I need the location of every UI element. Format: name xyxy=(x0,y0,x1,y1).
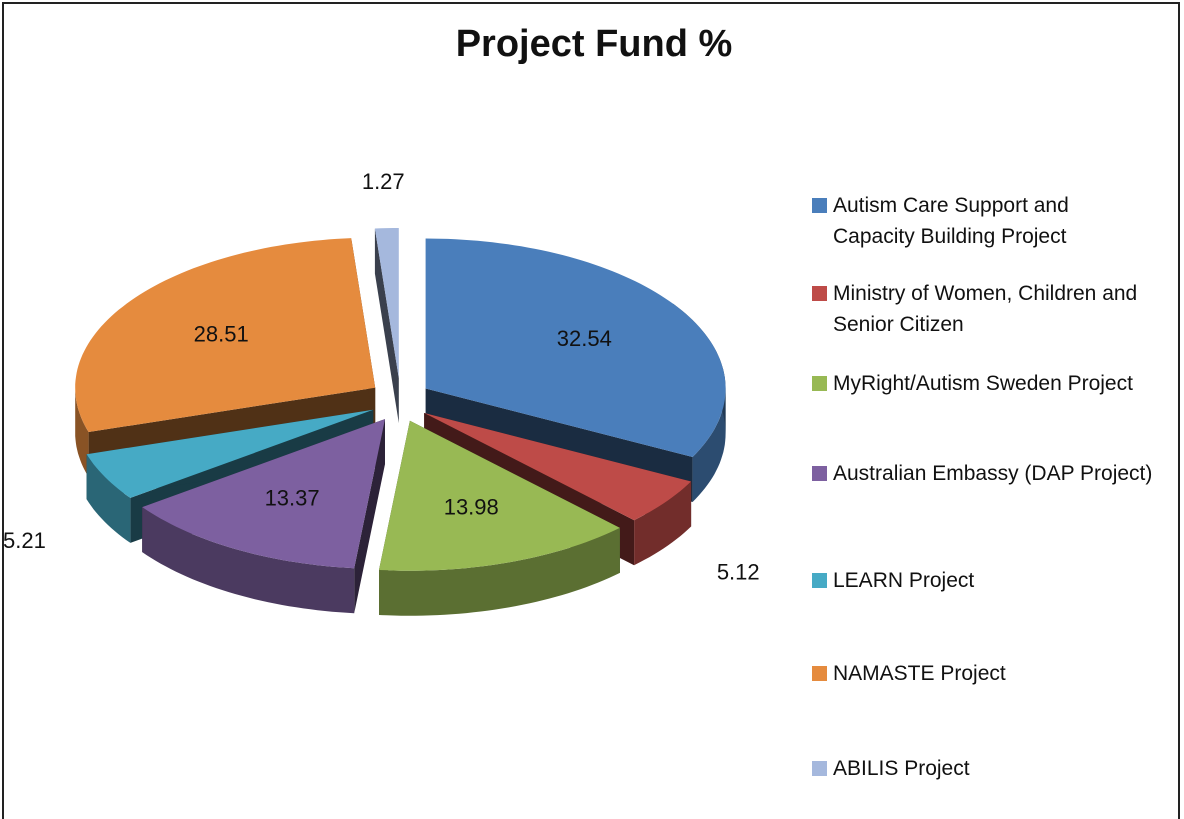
legend-label: Australian Embassy (DAP Project) xyxy=(833,462,1153,485)
slice-side xyxy=(374,228,399,423)
slice-wall xyxy=(75,387,89,477)
data-label: 28.51 xyxy=(194,321,249,346)
legend-item: MyRight/Autism Sweden Project xyxy=(812,368,1153,399)
slice-wall xyxy=(142,507,355,614)
legend-swatch xyxy=(812,573,827,588)
data-label: 5.12 xyxy=(717,559,760,584)
pie-slice-group xyxy=(379,420,620,616)
legend-label: ABILIS Project xyxy=(833,757,970,780)
pie-slice xyxy=(86,409,374,498)
data-label: 32.54 xyxy=(557,326,612,351)
slice-wall xyxy=(379,527,620,616)
slice-wall xyxy=(692,388,726,502)
data-label: 13.98 xyxy=(444,494,499,519)
legend-swatch xyxy=(812,198,827,213)
legend-swatch xyxy=(812,376,827,391)
chart-title: Project Fund % xyxy=(456,23,733,65)
legend-label: LEARN Project xyxy=(833,569,975,592)
legend-swatch xyxy=(812,286,827,301)
legend-swatch xyxy=(812,466,827,481)
pie-slice-group xyxy=(374,228,399,423)
pie-slice xyxy=(424,413,692,521)
pie-slice-group xyxy=(142,419,385,614)
pie-slice xyxy=(75,238,376,432)
legend-label: MyRight/Autism Sweden Project xyxy=(833,372,1133,395)
legend-swatch xyxy=(812,761,827,776)
slice-wall xyxy=(86,454,131,543)
pie-slice xyxy=(142,419,385,569)
pie-slice xyxy=(379,420,620,571)
data-label: 5.21 xyxy=(3,528,46,553)
legend-item: ABILIS Project xyxy=(812,753,1153,784)
legend-label: NAMASTE Project xyxy=(833,662,1006,685)
pie-slice xyxy=(374,228,399,378)
slice-side xyxy=(354,419,385,614)
pie-slice xyxy=(425,238,726,457)
data-label: 13.37 xyxy=(265,485,320,510)
slice-wall xyxy=(634,481,692,566)
legend-item: Autism Care Support and Capacity Buildin… xyxy=(812,190,1153,252)
legend-swatch xyxy=(812,666,827,681)
legend-label: Autism Care Support and Capacity Buildin… xyxy=(833,194,1069,248)
legend-item: Ministry of Women, Children and Senior C… xyxy=(812,278,1153,340)
legend-item: LEARN Project xyxy=(812,565,1153,596)
data-label: 1.27 xyxy=(362,169,405,194)
legend-item: Australian Embassy (DAP Project) xyxy=(812,458,1153,489)
legend-item: NAMASTE Project xyxy=(812,658,1153,689)
legend-label: Ministry of Women, Children and Senior C… xyxy=(833,282,1138,336)
